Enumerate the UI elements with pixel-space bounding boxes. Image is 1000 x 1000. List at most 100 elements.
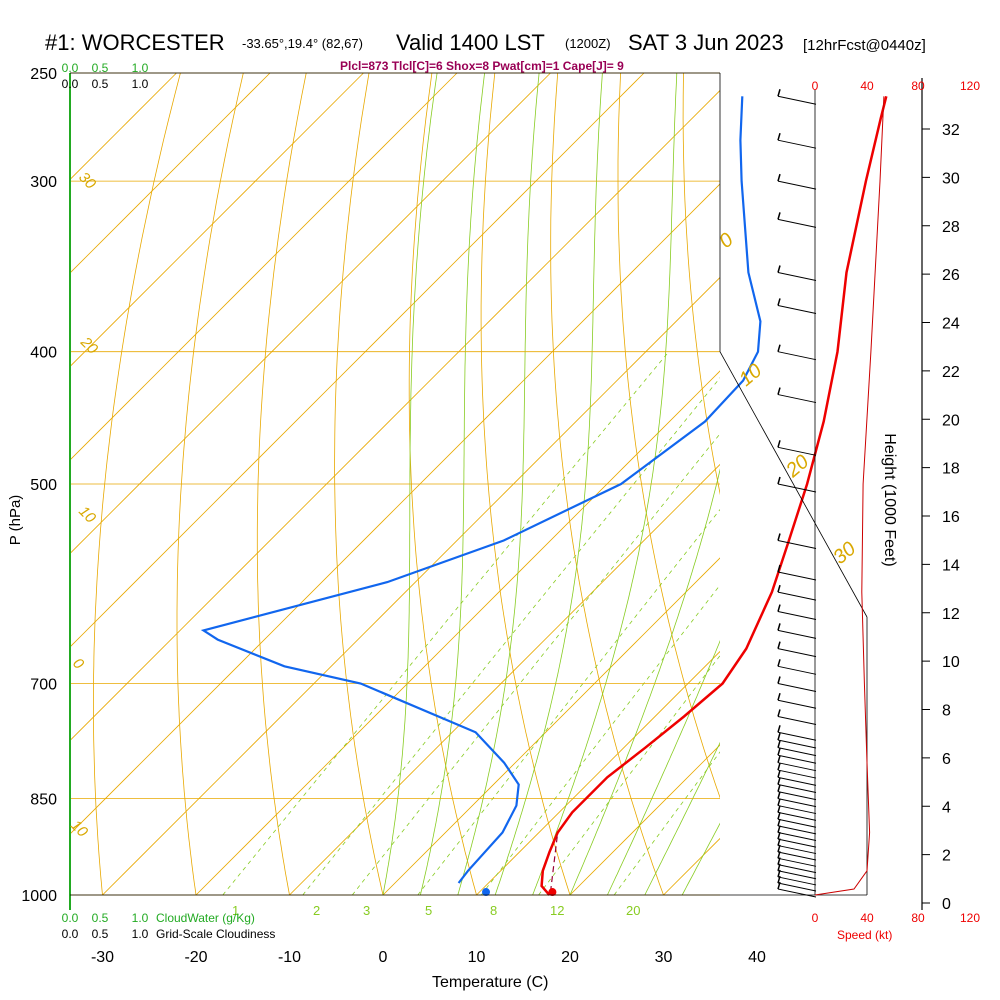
wind-barb-flag (777, 623, 781, 631)
dry-adiabat (746, 73, 944, 895)
wind-barb (777, 218, 817, 228)
wind-barb (777, 665, 817, 675)
height-tick-label: 0 (942, 896, 951, 913)
wind-barb (777, 769, 817, 779)
mixing-ratio-line (222, 351, 670, 895)
wind-barb (777, 882, 817, 892)
height-tick-label: 24 (942, 316, 960, 333)
height-tick-label: 22 (942, 364, 960, 381)
pressure-tick-label: 400 (30, 345, 57, 362)
wind-barb (777, 731, 817, 741)
wind-barb (777, 715, 817, 725)
x-axis-title: Temperature (C) (432, 974, 548, 991)
wind-barb (777, 540, 817, 550)
wind-barb-flag (777, 89, 781, 97)
cloudiness-tick: 1.0 (132, 77, 149, 91)
speed-tick-label: 80 (911, 911, 925, 925)
wind-barb (777, 838, 817, 848)
cloudwater-tick: 0.5 (92, 911, 109, 925)
wind-barb (777, 832, 817, 842)
wind-barb-flag (777, 784, 781, 792)
wind-barb (777, 811, 817, 821)
isotherm-label: 10 (735, 360, 766, 391)
dewpoint-line (200, 96, 762, 884)
profile-lines (200, 95, 888, 897)
isotherm-line (70, 73, 364, 368)
wind-barb-flag (777, 798, 781, 806)
wind-barb (777, 825, 817, 835)
wind-barb-flag (777, 173, 781, 182)
wind-barb (777, 394, 817, 404)
stats-line: Plcl=873 Tlcl[C]=6 Shox=8 Pwat[cm]=1 Cap… (340, 59, 624, 73)
surface-temperature-point (548, 888, 557, 897)
height-tick-label: 18 (942, 461, 960, 478)
wind-barb-flag (777, 212, 781, 220)
wind-barb (777, 591, 817, 601)
moist-adiabat-lines (382, 73, 720, 895)
wind-barb-flag (777, 748, 781, 756)
dry-adiabat (334, 73, 384, 895)
isotherm-line (476, 650, 720, 895)
speed-tick-label: 120 (960, 79, 980, 93)
speed-tick-label: 40 (860, 79, 874, 93)
dry-adiabat (809, 73, 1000, 895)
wind-barb-flag (777, 676, 781, 684)
skew-boundary (719, 351, 868, 618)
moist-adiabat (607, 640, 720, 895)
height-tick-label: 20 (942, 412, 960, 429)
height-tick-label: 2 (942, 848, 951, 865)
dry-adiabat (617, 73, 720, 799)
wind-barb (777, 180, 817, 190)
isotherm-label: 30 (829, 538, 860, 569)
dry-adiabat (176, 73, 244, 895)
isotherm-label: 0 (69, 655, 87, 673)
dry-adiabat (93, 73, 181, 895)
wind-barb (777, 776, 817, 786)
wind-barb (777, 446, 817, 456)
wind-barb (777, 139, 817, 149)
wind-barb-flag (777, 740, 781, 748)
isotherm-label: 20 (76, 333, 101, 358)
temperature-tick-label: -30 (91, 949, 114, 966)
pressure-tick-label: 300 (30, 174, 57, 191)
valid-date: SAT 3 Jun 2023 (628, 30, 784, 55)
cloudwater-tick: 1.0 (132, 911, 149, 925)
wind-barb (777, 845, 817, 855)
station-title: #1: WORCESTER (45, 30, 225, 55)
cloudiness-tick: 0.5 (92, 927, 109, 941)
temperature-tick-label: 10 (468, 949, 486, 966)
isotherm-line (851, 73, 1000, 895)
dry-adiabat (550, 73, 664, 895)
wind-barb-flag (777, 533, 781, 541)
mixing-ratio-line (480, 584, 720, 895)
mixing-ratio-label: 1 (232, 903, 239, 918)
cloudwater-tick: 0.0 (62, 61, 79, 75)
wind-barb-flag (777, 725, 781, 733)
dry-adiabat (480, 73, 571, 895)
y-axis-title: P (hPa) (7, 495, 24, 546)
wind-barb-flag (777, 641, 781, 649)
cloudwater-label: CloudWater (g/Kg) (156, 911, 255, 925)
wind-barb (777, 648, 817, 658)
cloudiness-tick: 0.5 (92, 77, 109, 91)
wind-barb-flag (777, 805, 781, 813)
forecast-info: [12hrFcst@0440z] (803, 37, 926, 54)
height-tick-label: 16 (942, 509, 960, 526)
wind-barb-flag (777, 762, 781, 771)
wind-barb (777, 888, 817, 898)
wind-barb (777, 791, 817, 801)
wind-barb-flag (777, 693, 781, 701)
temperature-tick-label: 0 (379, 949, 388, 966)
wind-barb (777, 739, 817, 749)
moist-adiabat (457, 73, 540, 895)
pressure-tick-label: 850 (30, 792, 57, 809)
temperature-tick-label: 40 (748, 949, 766, 966)
wind-barb (777, 857, 817, 867)
temperature-tick-label: 20 (561, 949, 579, 966)
moist-adiabat (382, 73, 438, 895)
wind-barb (777, 611, 817, 621)
pressure-tick-label: 1000 (21, 888, 57, 905)
wind-barb-flag (777, 755, 781, 763)
cloudiness-label: Grid-Scale Cloudiness (156, 927, 275, 941)
